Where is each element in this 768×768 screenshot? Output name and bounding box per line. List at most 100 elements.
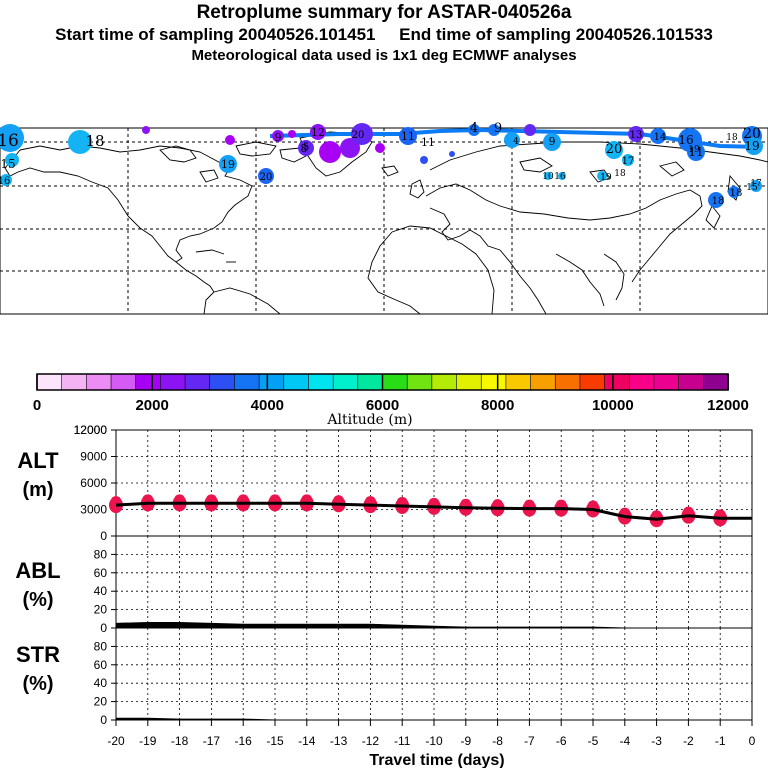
x-tick-label: -19: [139, 734, 157, 748]
map-day-label: 5: [303, 142, 309, 153]
sampling-times: Start time of sampling 20040526.101451 E…: [0, 25, 768, 45]
colorbar-swatch: [579, 373, 606, 391]
altitude-marker-spread: [365, 496, 376, 505]
colorbar-swatch: [308, 373, 334, 391]
y-tick-label: 20: [94, 603, 108, 617]
colorbar-swatch: [135, 373, 162, 391]
plume-cluster: [488, 124, 500, 136]
x-tick-label: -13: [330, 734, 348, 748]
altitude-marker-spread: [683, 506, 694, 515]
map-day-label: 16: [678, 133, 693, 147]
y-tick-label: 12000: [74, 423, 108, 437]
map-day-label: 20: [743, 126, 761, 142]
colorbar-swatch: [653, 373, 680, 391]
colorbar-tick-label: 12000: [707, 397, 749, 414]
plume-cluster: [219, 155, 237, 173]
map-day-label: 17: [622, 156, 635, 167]
x-tick-label: -11: [394, 734, 411, 748]
plume-cluster: [449, 151, 455, 157]
altitude-marker-spread: [651, 510, 662, 519]
map-day-label: 18: [712, 196, 725, 207]
x-tick-label: -17: [203, 734, 221, 748]
colorbar-swatch: [184, 373, 211, 391]
altitude-marker-spread: [619, 507, 630, 516]
y-tick-label: 0: [100, 529, 107, 543]
map-day-label: 19: [600, 173, 612, 183]
colorbar-swatch: [431, 373, 458, 391]
colorbar-swatch: [258, 373, 285, 391]
panel-unit-label: (%): [22, 673, 53, 695]
map-day-label: 19: [688, 145, 700, 155]
plume-cluster: [543, 133, 561, 151]
chart-title: Retroplume summary for ASTAR-040526a: [196, 2, 572, 23]
colorbar-swatch: [480, 373, 507, 391]
map-day-label: 16: [0, 176, 10, 187]
map-day-label: 16: [554, 172, 566, 182]
y-tick-label: 20: [94, 695, 108, 709]
y-tick-label: 80: [94, 639, 108, 653]
plume-cluster: [258, 168, 274, 184]
plume-cluster: [745, 137, 763, 155]
map-gridlines: [0, 128, 768, 314]
colorbar-swatch: [505, 373, 532, 391]
map-day-label: 17: [750, 179, 762, 189]
y-tick-label: 40: [94, 676, 108, 690]
y-tick-label: 40: [94, 584, 108, 598]
plume-cluster: [68, 130, 92, 154]
colorbar-swatch: [703, 373, 729, 391]
colorbar-swatch: [36, 373, 63, 391]
plume-cluster: [750, 180, 762, 192]
plume-cluster: [708, 192, 724, 208]
y-tick-label: 0: [100, 621, 107, 635]
altitude-colorbar: 0 2000 4000 6000 8000 10000 12000 Altitude (m): [33, 373, 749, 428]
plume-cluster: [310, 124, 326, 140]
y-tick-label: 3000: [80, 503, 107, 517]
plume-cluster: [504, 132, 520, 148]
altitude-marker-spread: [238, 494, 249, 503]
panel-label: ABL: [15, 558, 60, 583]
colorbar-swatch: [86, 373, 112, 391]
x-tick-label: -6: [556, 734, 567, 748]
colorbar-tick-label: 0: [33, 397, 41, 414]
plume-cluster: [605, 141, 623, 159]
panel-label: STR: [16, 642, 60, 667]
colorbar-tick-label: 4000: [251, 397, 284, 414]
altitude-marker-spread: [524, 499, 535, 508]
x-tick-label: 0: [749, 734, 756, 748]
colorbar-swatch: [283, 373, 310, 391]
altitude-marker-spread: [588, 500, 598, 509]
colorbar-swatch: [604, 373, 631, 391]
start-time-label: Start time of sampling 20040526.101451: [55, 25, 376, 44]
plume-cluster: [340, 138, 360, 158]
x-tick-label: -1: [715, 734, 726, 748]
x-tick-label: -16: [235, 734, 253, 748]
x-tick-label: -20: [107, 734, 125, 748]
altitude-marker-spread: [333, 495, 344, 504]
y-tick-label: 80: [94, 547, 108, 561]
altitude-marker-spread: [142, 494, 153, 503]
map-day-label: 18: [726, 133, 738, 143]
map-day-label: 11: [401, 130, 415, 143]
altitude-marker-spread: [174, 494, 185, 503]
map-day-label: 18: [614, 169, 626, 179]
y-tick-label: 9000: [80, 450, 107, 464]
x-tick-label: -8: [492, 734, 503, 748]
panel-str: 0 20 40 60 80 STR (%): [16, 627, 753, 727]
map-day-label: 4: [513, 137, 519, 147]
map-day-label: 9: [494, 121, 502, 136]
plume-cluster: [399, 127, 417, 145]
x-tick-label: -14: [298, 734, 316, 748]
plume-cluster: [351, 123, 373, 145]
colorbar-swatch: [357, 373, 384, 391]
met-data-line: Meteorological data used is 1x1 deg ECMW…: [191, 47, 577, 64]
map-day-label: 20: [260, 172, 273, 183]
panel-unit-label: (m): [22, 479, 53, 501]
plume-cluster: [288, 130, 296, 138]
plume-cluster: [468, 124, 480, 136]
x-tick-label: -5: [588, 734, 599, 748]
y-tick-label: 12000: [74, 423, 108, 437]
panel-unit-label: (%): [22, 589, 53, 611]
altitude-marker-spread: [206, 494, 217, 503]
colorbar-tick-label: 6000: [366, 397, 399, 414]
colorbar-swatch: [209, 373, 236, 391]
